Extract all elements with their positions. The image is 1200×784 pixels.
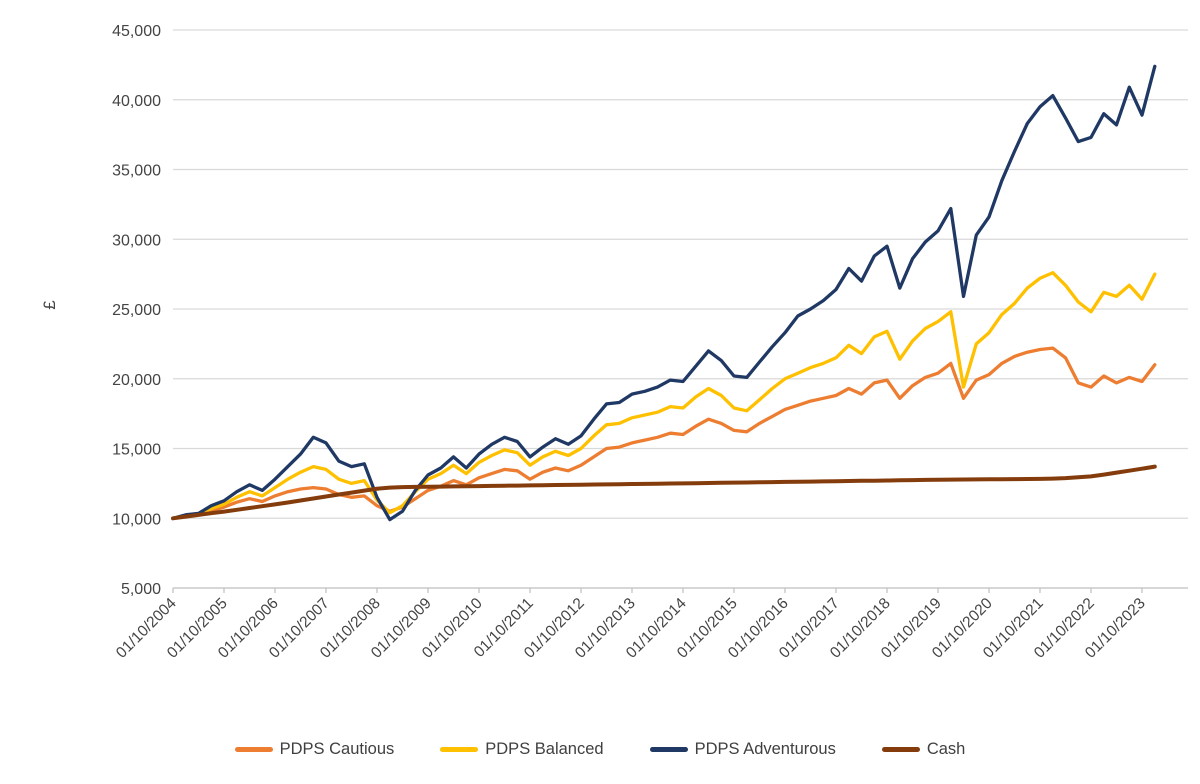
legend-swatch-pdps-cautious bbox=[234, 746, 273, 752]
legend-swatch-pdps-adventurous bbox=[649, 746, 688, 752]
y-tick-label: 10,000 bbox=[112, 511, 161, 528]
y-tick-label: 35,000 bbox=[112, 163, 161, 180]
legend: PDPS Cautious PDPS Balanced PDPS Adventu… bbox=[0, 732, 1200, 766]
y-axis-title: £ bbox=[40, 300, 59, 310]
y-tick-label: 30,000 bbox=[112, 232, 161, 249]
legend-swatch-cash bbox=[881, 746, 920, 752]
legend-swatch-pdps-balanced bbox=[440, 746, 479, 752]
legend-label-pdps-cautious: PDPS Cautious bbox=[279, 739, 395, 758]
y-tick-label: 40,000 bbox=[112, 93, 161, 110]
y-tick-label: 20,000 bbox=[112, 372, 161, 389]
series-line-pdps-adventurous bbox=[171, 64, 1157, 522]
series-line-pdps-balanced bbox=[171, 271, 1157, 520]
series-line-pdps-cautious bbox=[171, 346, 1157, 520]
legend-item-cash: Cash bbox=[881, 739, 966, 759]
y-tick-label: 25,000 bbox=[112, 302, 161, 319]
y-tick-label: 5,000 bbox=[121, 581, 161, 598]
series-line-cash bbox=[171, 464, 1157, 521]
legend-label-pdps-balanced: PDPS Balanced bbox=[485, 739, 604, 758]
legend-label-pdps-adventurous: PDPS Adventurous bbox=[694, 739, 836, 758]
legend-label-cash: Cash bbox=[926, 739, 966, 758]
legend-item-pdps-adventurous: PDPS Adventurous bbox=[649, 739, 836, 759]
legend-item-pdps-balanced: PDPS Balanced bbox=[440, 739, 604, 759]
y-tick-label: 15,000 bbox=[112, 442, 161, 459]
legend-item-pdps-cautious: PDPS Cautious bbox=[234, 739, 395, 759]
y-tick-label: 45,000 bbox=[112, 23, 161, 40]
